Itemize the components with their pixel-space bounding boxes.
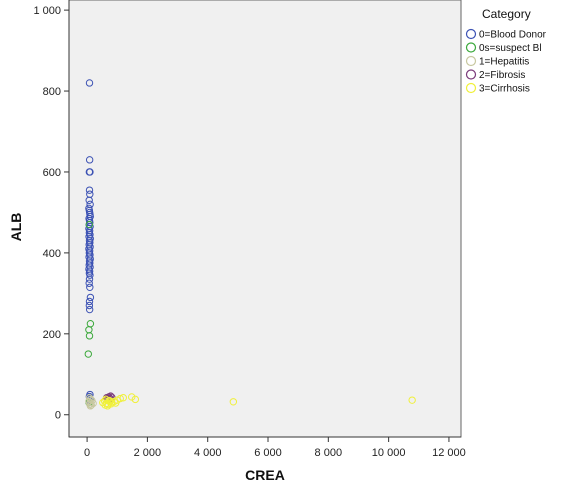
series-4 (99, 393, 416, 410)
data-point (103, 402, 112, 410)
data-point (86, 293, 95, 302)
plot-area (68, 0, 462, 438)
legend-marker (465, 55, 477, 67)
data-point (86, 168, 94, 176)
y-tick-label: 200 (43, 329, 61, 341)
x-tick-label: 8 000 (315, 447, 343, 459)
x-tick-label: 0 (84, 447, 90, 459)
data-point (85, 156, 94, 164)
data-point (131, 395, 140, 404)
data-point (85, 220, 94, 229)
data-point (119, 394, 127, 402)
legend-title: Category (482, 7, 531, 21)
data-point (87, 401, 96, 409)
data-point (85, 332, 94, 340)
y-tick-label: 400 (43, 248, 61, 260)
legend-marker (465, 42, 477, 53)
data-point (85, 301, 94, 310)
legend-label: 2=Fibrosis (479, 70, 525, 81)
legend-marker (465, 69, 477, 80)
data-point (85, 305, 94, 314)
y-tick-label: 600 (43, 167, 61, 179)
legend-label: 0s=suspect Bl (479, 43, 542, 54)
x-tick-label: 4 000 (194, 447, 222, 459)
data-points (84, 79, 416, 410)
data-point (85, 186, 94, 194)
data-point (112, 399, 120, 407)
legend-marker (465, 28, 477, 40)
data-point (229, 398, 238, 406)
y-ticks: 0 200 400 600 800 1 000 (33, 5, 69, 422)
x-tick-label: 6 000 (254, 447, 282, 459)
data-point (86, 271, 94, 279)
legend-label: 3=Cirrhosis (479, 84, 530, 95)
x-tick-label: 10 000 (372, 447, 406, 459)
y-axis-title: ALB (8, 213, 24, 242)
legend-items: 0=Blood Donor 0s=suspect Bl 1=Hepatitis 2=F… (465, 28, 547, 95)
x-axis-title: CREA (245, 467, 285, 483)
data-point (408, 396, 416, 404)
data-point (85, 279, 93, 287)
data-point (86, 283, 94, 291)
legend-marker (465, 82, 477, 94)
data-point (85, 275, 94, 283)
legend: Category 0=Blood Donor 0s=suspect Bl 1=Hep… (465, 7, 547, 95)
data-point (85, 196, 93, 204)
data-point (85, 79, 94, 87)
y-tick-label: 0 (55, 410, 61, 422)
data-point (84, 350, 92, 358)
data-point (86, 402, 95, 410)
legend-label: 1=Hepatitis (479, 57, 529, 68)
y-tick-label: 800 (43, 86, 61, 98)
data-point (85, 297, 94, 306)
x-tick-label: 2 000 (134, 447, 162, 459)
x-tick-label: 12 000 (432, 447, 466, 459)
x-ticks: 0 2 000 4 000 6 000 8 000 10 000 12 000 (84, 437, 466, 459)
series-2 (85, 394, 97, 410)
legend-label: 0=Blood Donor (479, 30, 547, 41)
data-point (116, 394, 124, 403)
y-tick-label: 1 000 (33, 5, 61, 17)
data-point (107, 400, 115, 408)
